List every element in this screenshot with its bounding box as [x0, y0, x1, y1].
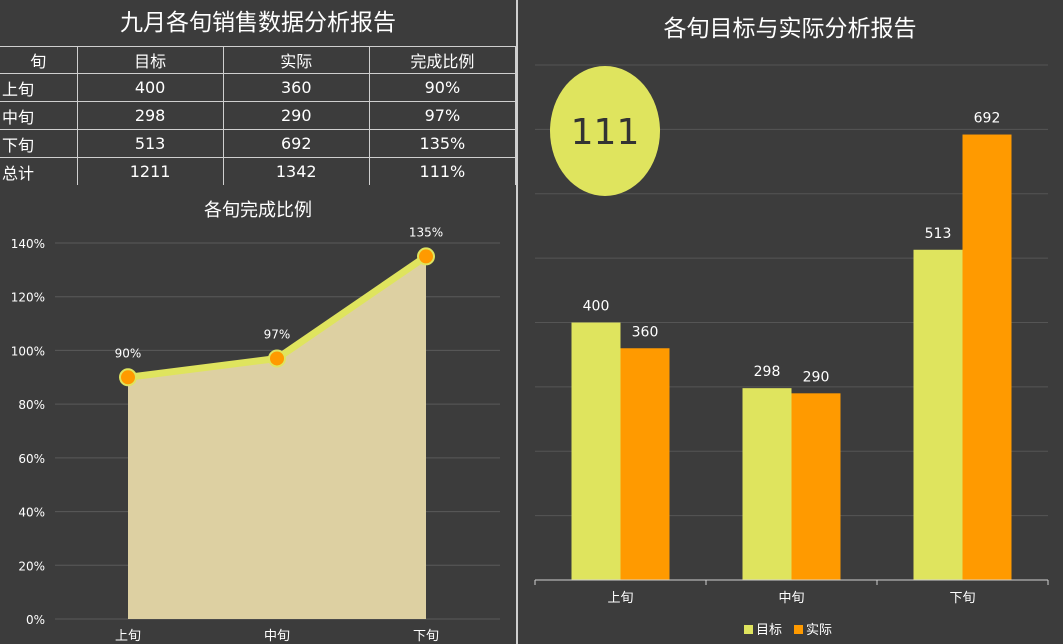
x-tick-label: 下旬 — [413, 629, 439, 644]
table-cell: 下旬 — [0, 129, 78, 158]
table-header-cell: 实际 — [223, 46, 370, 74]
total-badge-value: 111 — [571, 112, 640, 153]
bar — [791, 393, 841, 580]
legend-label: 目标 — [756, 623, 782, 638]
table-header-cell: 旬 — [0, 46, 78, 74]
table-row: 上旬 400 360 90% — [0, 73, 517, 102]
table-cell: 111% — [369, 157, 517, 185]
chart-title: 各旬完成比例 — [204, 200, 312, 221]
data-label: 360 — [632, 324, 659, 340]
y-tick-label: 120% — [11, 291, 45, 305]
bar — [962, 134, 1012, 580]
table-row: 中旬 298 290 97% — [0, 101, 517, 130]
table-cell: 上旬 — [0, 73, 78, 102]
data-point — [119, 368, 137, 387]
legend-swatch — [744, 625, 753, 634]
bar — [571, 322, 621, 580]
data-label: 90% — [115, 346, 142, 360]
y-tick-label: 60% — [18, 452, 45, 466]
target-actual-bar-chart: 各旬目标与实际分析报告 111 400 360 298 290 513 692 上旬 中旬 下… — [534, 16, 1049, 638]
y-tick-label: 40% — [18, 506, 45, 520]
bar — [620, 348, 670, 580]
right-panel: 各旬目标与实际分析报告 111 400 360 298 290 513 692 上旬 中旬 下… — [518, 0, 1063, 644]
x-tick-label: 下旬 — [949, 591, 975, 606]
legend-label: 实际 — [806, 623, 832, 638]
data-label: 513 — [925, 226, 952, 242]
table-cell: 总计 — [0, 157, 78, 185]
bar — [913, 249, 963, 580]
chart-title: 各旬目标与实际分析报告 — [664, 16, 917, 42]
left-panel: 九月各旬销售数据分析报告 旬 目标 实际 完成比例 上旬 400 360 90%… — [0, 0, 517, 644]
data-point — [268, 349, 286, 368]
table-cell: 1342 — [223, 157, 370, 185]
total-badge — [550, 66, 660, 196]
table-cell: 135% — [369, 129, 517, 158]
x-tick-label: 上旬 — [115, 629, 141, 644]
data-label: 298 — [754, 364, 781, 380]
table-cell: 290 — [223, 101, 370, 130]
table-cell: 90% — [369, 73, 517, 102]
x-tick-label: 上旬 — [607, 591, 633, 606]
table-row: 下旬 513 692 135% — [0, 129, 517, 158]
data-label: 97% — [264, 327, 291, 341]
table-cell: 692 — [223, 129, 370, 158]
table-header-cell: 目标 — [77, 46, 224, 74]
y-tick-label: 20% — [18, 559, 45, 573]
table-cell: 400 — [77, 73, 224, 102]
x-tick-label: 中旬 — [778, 591, 804, 606]
completion-area-chart: 各旬完成比例 0% 20% 40% 60% 80% 100% 120% 140% 90% 97%… — [11, 200, 500, 644]
table-header-cell: 完成比例 — [369, 46, 517, 74]
report-title: 九月各旬销售数据分析报告 — [0, 0, 516, 47]
bar — [742, 388, 792, 580]
table-row: 总计 1211 1342 111% — [0, 157, 517, 185]
data-label: 400 — [583, 299, 610, 315]
table-cell: 中旬 — [0, 101, 78, 130]
data-label: 290 — [803, 369, 830, 385]
table-cell: 97% — [369, 101, 517, 130]
y-tick-label: 140% — [11, 237, 45, 251]
y-tick-label: 80% — [18, 398, 45, 412]
area-fill — [128, 256, 426, 619]
table-cell: 1211 — [77, 157, 224, 185]
data-label: 135% — [409, 225, 443, 239]
summary-table: 旬 目标 实际 完成比例 上旬 400 360 90% 中旬 298 290 9… — [0, 46, 517, 185]
y-tick-label: 100% — [11, 344, 45, 358]
panel-divider — [516, 0, 518, 644]
y-tick-label: 0% — [26, 613, 45, 627]
table-header-row: 旬 目标 实际 完成比例 — [0, 46, 517, 74]
x-tick-label: 中旬 — [264, 629, 290, 644]
data-point — [417, 247, 435, 266]
data-label: 692 — [974, 111, 1001, 127]
table-cell: 298 — [77, 101, 224, 130]
table-cell: 513 — [77, 129, 224, 158]
legend-swatch — [794, 625, 803, 634]
table-cell: 360 — [223, 73, 370, 102]
